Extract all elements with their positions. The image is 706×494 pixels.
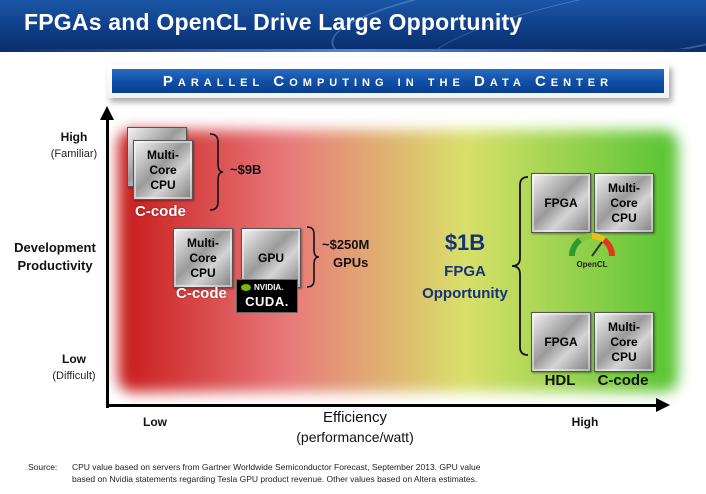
source-line2: based on Nvidia statements regarding Tes… [72, 474, 478, 484]
y-axis-label-line1: Development [14, 240, 96, 255]
fpga-top-cpu-chip-label: Multi-Core CPU [608, 180, 640, 225]
gpu-group-cpu-chip: Multi-Core CPU [173, 228, 233, 288]
fpga-ccode-label: C-code [597, 372, 649, 389]
fpga-bottom-cpu-chip-label: Multi-Core CPU [608, 319, 640, 364]
cpu-chip: Multi-Core CPU [133, 140, 193, 200]
gpu-chip-label: GPU [257, 250, 284, 265]
fpga-hdl-label: HDL [544, 372, 576, 389]
fpga-brace-icon [511, 176, 529, 356]
nvidia-eye-icon [241, 284, 251, 291]
gpu-lang-label: C-code [176, 285, 227, 302]
x-axis-label-note: (performance/watt) [296, 429, 414, 445]
cpu-market-value: ~$9B [230, 162, 262, 177]
gpu-market-value: ~$250M [322, 237, 370, 252]
source-line1: CPU value based on servers from Gartner … [72, 462, 481, 472]
fpga-opportunity-line3: Opportunity [422, 285, 508, 302]
page-title: FPGAs and OpenCL Drive Large Opportunity [24, 9, 523, 35]
subtitle-banner-inner: Parallel Computing in the Data Center [112, 69, 664, 93]
y-axis-arrow-icon [100, 106, 114, 120]
gpu-chip: GPU [241, 228, 301, 288]
x-axis-arrow-icon [656, 398, 670, 412]
y-axis-label-line2: Productivity [17, 258, 93, 273]
fpga-top-cpu-chip: Multi-Core CPU [594, 173, 654, 233]
opencl-label: OpenCL [576, 260, 608, 269]
subtitle-text: Parallel Computing in the Data Center [162, 72, 614, 90]
y-axis-line [106, 118, 109, 408]
source-label: Source: [28, 462, 58, 472]
cpu-lang-label: C-code [135, 203, 186, 220]
gpu-group-cpu-chip-label: Multi-Core CPU [187, 235, 219, 280]
gpu-brace-icon [306, 226, 320, 288]
y-low-label: Low [62, 352, 86, 366]
nvidia-brand-text: NVIDIA. [254, 283, 284, 292]
opencl-gauge-icon [569, 233, 615, 257]
subtitle-banner: Parallel Computing in the Data Center [107, 64, 669, 98]
x-axis-label: Efficiency [323, 409, 387, 426]
fpga-opportunity-line2: FPGA [444, 263, 486, 280]
x-low-label: Low [143, 415, 167, 429]
cuda-logo-text: CUDA. [245, 294, 289, 309]
gpu-market-label: GPUs [333, 255, 369, 270]
title-bar: FPGAs and OpenCL Drive Large Opportunity [0, 0, 706, 52]
fpga-opportunity-value: $1B [444, 230, 486, 255]
cpu-brace-icon [209, 133, 224, 211]
fpga-top-fpga-chip: FPGA [531, 173, 591, 233]
x-axis-line [106, 404, 658, 407]
fpga-top-fpga-chip-label: FPGA [544, 195, 578, 210]
x-high-label: High [571, 415, 599, 429]
cpu-chip-label: Multi-Core CPU [147, 147, 179, 192]
y-high-note: (Familiar) [50, 148, 98, 160]
fpga-bottom-cpu-chip: Multi-Core CPU [594, 312, 654, 372]
y-low-note: (Difficult) [52, 370, 96, 382]
cuda-logo: NVIDIA. CUDA. [236, 279, 298, 313]
fpga-bottom-fpga-chip: FPGA [531, 312, 591, 372]
y-high-label: High [60, 130, 88, 144]
fpga-bottom-fpga-chip-label: FPGA [544, 334, 578, 349]
